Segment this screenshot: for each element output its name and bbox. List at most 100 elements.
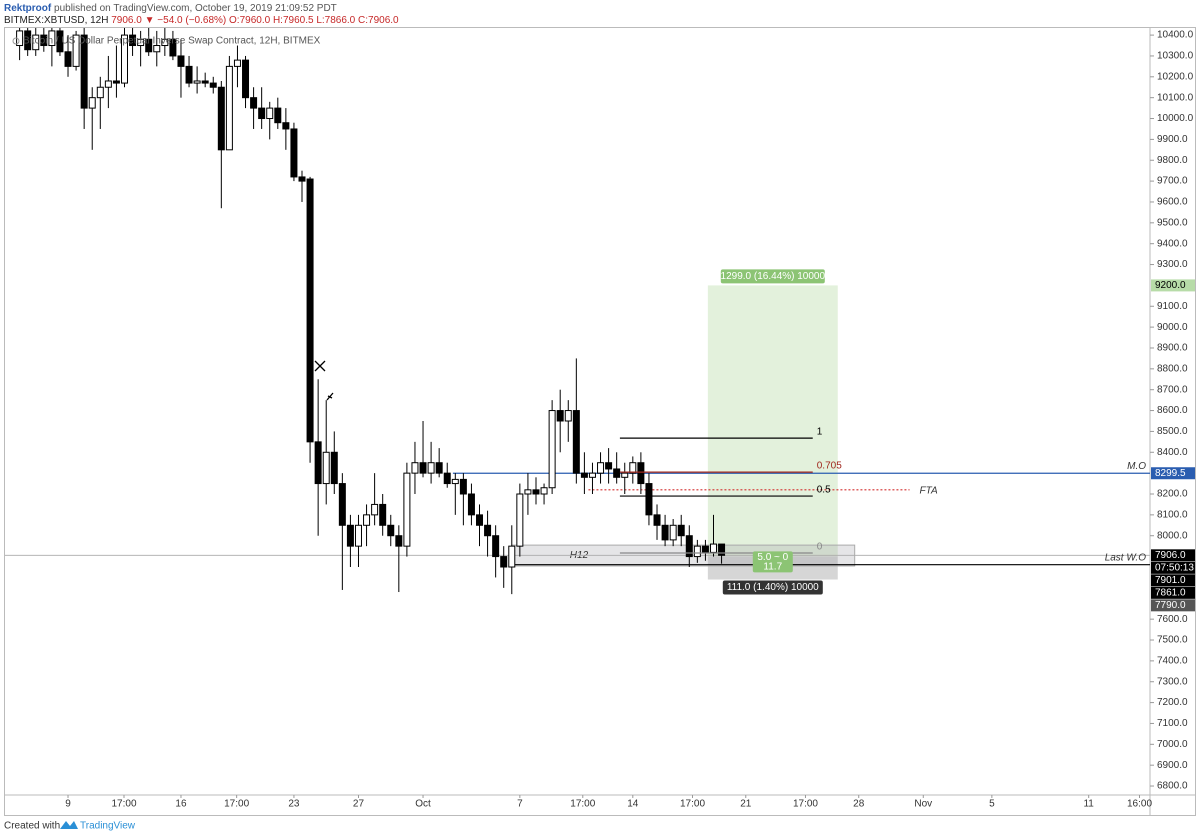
x-tick-label: 17:00 [680,799,705,810]
candle-body [129,34,137,47]
x-tick-label: 28 [853,799,865,810]
candle-body [88,97,96,109]
stop-label: 111.0 (1.40%) 10000 [727,582,819,593]
x-tick-label: 27 [353,799,365,810]
target-label-box [720,269,825,284]
legend-icon [12,37,20,45]
y-tick-label: 7000.0 [1157,739,1188,750]
y-tick-label: 7100.0 [1157,718,1188,729]
x-tick-label: 21 [740,799,752,810]
y-tick-label: 9700.0 [1157,176,1188,187]
candle-body [629,462,637,474]
x-tick-label: 17:00 [793,799,818,810]
candle-body [338,483,346,526]
candle-body [354,524,362,547]
candle-body [177,55,185,67]
x-tick-label: 17:00 [570,799,595,810]
candle-body [104,80,112,88]
x-tick-label: 16 [175,799,187,810]
y-tick-label: 8200.0 [1157,489,1188,500]
y-tick-label: 8600.0 [1157,405,1188,416]
candle-body [306,178,314,443]
candle-body [467,493,475,516]
x-tick-label: 9 [65,799,71,810]
y-tick-label: 10400.0 [1157,30,1194,41]
x-tick-label: 17:00 [111,799,136,810]
y-tick-label: 8500.0 [1157,426,1188,437]
target-label: 1299.0 (16.44%) 10000 [721,271,826,282]
y-tick-label: 9600.0 [1157,197,1188,208]
price-label: 8299.5 [1155,468,1186,479]
candle-body [709,543,717,553]
candle-body [322,451,330,485]
fib-label: 0 [817,542,823,553]
y-tick-label: 10000.0 [1157,113,1194,124]
candle-body [56,30,64,53]
chart-title: Bitcoin / US Dollar Perpetual Inverse Sw… [23,36,321,47]
y-tick-label: 10300.0 [1157,51,1194,62]
candle-body [403,472,411,547]
candle-body [669,524,677,541]
candle-body [524,489,532,495]
candle-body [395,535,403,547]
candle-body [435,462,443,474]
candle-body [451,478,459,485]
candle-body [250,97,258,109]
candle-body [137,38,145,47]
change: ▼ −54.0 (−0.68%) [145,15,227,26]
published: published on TradingView.com, October 19… [54,3,337,14]
brand-logo [60,821,78,829]
y-tick-label: 9100.0 [1157,301,1188,312]
level-label: M.O [1127,461,1146,472]
candle-body [597,462,605,474]
candle-body [653,514,661,526]
candle-body [718,543,726,556]
candle-body [572,410,580,474]
x-tick-label: 17:00 [224,799,249,810]
x-tick-label: 16:00 [1127,799,1152,810]
y-tick-label: 7600.0 [1157,614,1188,625]
candle-body [556,410,564,422]
candle-body [701,545,709,553]
center-label: 11.7 [763,562,782,573]
x-tick-label: 11 [1083,799,1094,810]
candle-body [258,107,266,120]
candle-body [153,45,161,53]
candle-body [548,410,556,489]
candle-body [363,514,371,526]
candle-body [693,545,701,558]
candle-body [161,38,169,47]
y-tick-label: 8400.0 [1157,447,1188,458]
x-tick-label: Oct [415,799,431,810]
candle-body [217,86,225,151]
y-tick-label: 7400.0 [1157,656,1188,667]
chart-border [4,27,1196,816]
price-label-box [1151,279,1195,292]
candle-body [120,34,128,84]
candle-body [346,524,354,547]
price-label-box [1151,599,1195,612]
y-tick-label: 9300.0 [1157,259,1188,270]
price-label: 9200.0 [1155,280,1186,291]
candle-body [443,472,451,485]
x-tick-label: 23 [288,799,300,810]
y-tick-label: 10100.0 [1157,92,1194,103]
candle-body [387,524,395,537]
y-tick-label: 9800.0 [1157,155,1188,166]
candle-body [605,462,613,470]
candle-body [290,128,298,178]
center-label: 5.0 ~ 0 [757,552,788,563]
y-tick-label: 7500.0 [1157,635,1188,646]
y-tick-label: 8000.0 [1157,530,1188,541]
candle-body [80,34,88,109]
y-tick-label: 9900.0 [1157,134,1188,145]
candle-body [225,65,233,151]
symbol: BITMEX:XBTUSD, 12H [4,15,108,26]
header-line-1: Rektproof published on TradingView.com, … [4,3,337,14]
candle-body [242,59,250,99]
x-tick-label: 7 [517,799,523,810]
candle-body [419,462,427,474]
